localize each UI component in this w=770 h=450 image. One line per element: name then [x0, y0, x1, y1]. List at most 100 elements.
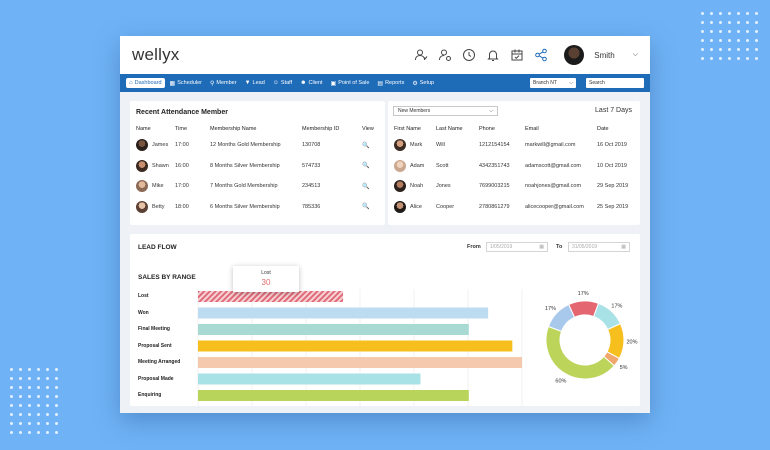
decor-dot: [37, 386, 40, 389]
decor-dot: [719, 30, 722, 33]
decor-dot: [55, 386, 58, 389]
decor-dot: [55, 413, 58, 416]
nav-point-of-sale[interactable]: ▣ Point of Sale: [330, 80, 370, 87]
nav-staff[interactable]: ☺ Staff: [272, 80, 293, 86]
decor-dot: [728, 21, 731, 24]
donut-slice-label: 17%: [611, 303, 622, 309]
members-table: First Name Last Name Phone Email Date Ma…: [394, 123, 636, 217]
calendar-icon: ▦: [539, 244, 544, 250]
bar-proposal-made[interactable]: [198, 373, 421, 385]
from-label: From: [467, 244, 481, 250]
decor-dot: [10, 377, 13, 380]
user-name[interactable]: Smith: [594, 50, 615, 60]
decor-dot: [701, 48, 704, 51]
decor-dot: [10, 413, 13, 416]
decor-dot: [46, 386, 49, 389]
decor-dot: [10, 404, 13, 407]
nav-scheduler[interactable]: ▦ Scheduler: [169, 80, 202, 87]
decor-dot: [55, 422, 58, 425]
decor-dot: [710, 12, 713, 15]
decor-dot: [46, 413, 49, 416]
donut-slice[interactable]: [545, 325, 615, 380]
bar-meeting-arranged[interactable]: [198, 357, 522, 368]
nav-lead[interactable]: ▼ Lead: [244, 80, 265, 86]
decor-dot: [55, 395, 58, 398]
nav-dashboard[interactable]: ⌂ Dashboard: [126, 78, 165, 88]
search-icon[interactable]: 🔍: [362, 142, 370, 149]
home-icon: ⌂: [129, 80, 133, 86]
decor-dot: [737, 48, 740, 51]
bell-icon[interactable]: [486, 48, 500, 62]
category-label: Final Meeting: [138, 326, 170, 332]
decor-dot: [737, 57, 740, 60]
user-avatar[interactable]: [564, 45, 585, 65]
decor-dot: [719, 39, 722, 42]
chevron-down-icon: ⌵: [569, 80, 573, 86]
decor-dot: [28, 422, 31, 425]
bar-won[interactable]: [198, 307, 489, 319]
bar-enquiring[interactable]: [198, 390, 469, 401]
to-label: To: [556, 244, 563, 250]
lead-donut-chart: 17% 17% 20% 5% 60% 17%: [545, 291, 638, 384]
to-date-input[interactable]: 31/05/2019 ▦: [568, 242, 630, 252]
decor-dot: [28, 404, 31, 407]
main-nav: ⌂ Dashboard ▦ Scheduler ⚲ Member ▼ Lead ☺ Sta…: [120, 74, 650, 92]
reports-icon: ▤: [377, 80, 384, 87]
table-row: Shawn 16:00 8 Months Silver Membership 5…: [136, 156, 381, 177]
decor-dot: [37, 431, 40, 434]
avatar: [136, 139, 148, 152]
decor-dot: [701, 12, 704, 15]
decor-dot: [746, 57, 749, 60]
decor-dot: [710, 30, 713, 33]
funnel-icon: ▼: [244, 80, 251, 86]
search-icon[interactable]: 🔍: [362, 183, 370, 190]
col-membership-id: Membership ID: [302, 126, 340, 132]
add-user-icon[interactable]: [414, 48, 428, 62]
decor-dot: [46, 368, 49, 371]
bar-proposal-sent[interactable]: [198, 340, 513, 352]
col-membership-name: Membership Name: [210, 126, 257, 132]
decor-dot: [10, 431, 13, 434]
period-label: Last 7 Days: [595, 107, 632, 114]
from-date-input[interactable]: 1/05/2019 ▦: [486, 242, 548, 252]
donut-slice[interactable]: [547, 303, 576, 332]
decor-dot: [719, 57, 722, 60]
members-icon: ⚲: [210, 80, 215, 87]
branch-select[interactable]: Branch NT ⌵: [530, 78, 576, 88]
decor-dot: [710, 48, 713, 51]
bar-final-meeting[interactable]: [198, 324, 469, 335]
bar-lost[interactable]: [198, 291, 344, 302]
search-icon[interactable]: 🔍: [362, 204, 370, 211]
table-row: Mike 17:00 7 Months Gold Membership 2345…: [136, 176, 381, 197]
top-bar: wellyx Smith ⌵: [120, 36, 650, 74]
decor-dot: [19, 377, 22, 380]
chevron-down-icon: ⌵: [489, 108, 493, 114]
decor-dot: [10, 368, 13, 371]
decor-dot: [755, 39, 758, 42]
decor-dot: [19, 431, 22, 434]
user-settings-icon[interactable]: [438, 48, 452, 62]
decor-dot: [710, 21, 713, 24]
decor-dot: [28, 368, 31, 371]
decor-dot: [10, 386, 13, 389]
calendar-icon[interactable]: [510, 48, 524, 62]
decor-dot: [37, 395, 40, 398]
nav-setup[interactable]: ⚙ Setup: [412, 80, 435, 87]
donut-slice-label: 17%: [545, 306, 556, 312]
decor-dot: [701, 30, 704, 33]
nav-member[interactable]: ⚲ Member: [210, 80, 237, 87]
decor-dot: [28, 395, 31, 398]
nav-client[interactable]: ☻ Client: [300, 80, 323, 86]
chevron-down-icon[interactable]: ⌵: [632, 51, 638, 58]
nav-reports[interactable]: ▤ Reports: [377, 80, 405, 87]
decor-dot: [28, 377, 31, 380]
share-icon[interactable]: [534, 48, 548, 62]
decor-dot: [10, 395, 13, 398]
decor-dot: [746, 48, 749, 51]
table-row: James 17:00 12 Months Gold Membership 13…: [136, 135, 381, 156]
search-input[interactable]: Search: [586, 78, 644, 88]
table-row: Mark Will 1212154154 markwill@gmail.com …: [394, 135, 636, 156]
clock-icon[interactable]: [462, 48, 476, 62]
search-icon[interactable]: 🔍: [362, 163, 370, 170]
members-filter-select[interactable]: New Members ⌵: [393, 106, 498, 116]
